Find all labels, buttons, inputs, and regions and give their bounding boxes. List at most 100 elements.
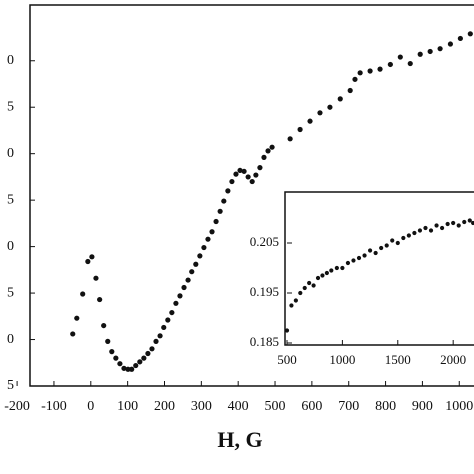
data-point [185, 277, 191, 283]
y-tick-label: 0.205 [250, 234, 279, 249]
data-point [297, 126, 303, 133]
data-point [467, 31, 473, 37]
data-point [241, 168, 247, 174]
data-point [387, 61, 393, 68]
data-point [117, 361, 123, 367]
data-point [153, 338, 159, 344]
x-tick-label: 300 [191, 399, 212, 414]
data-point [209, 229, 215, 235]
data-point [93, 275, 99, 281]
y-tick-label: 0 [7, 53, 14, 68]
data-point [351, 258, 356, 263]
y-tick-label: 5 [7, 285, 14, 300]
data-point [80, 291, 86, 297]
data-point [113, 355, 119, 361]
data-point [302, 285, 307, 291]
x-tick-label: 1500 [385, 352, 411, 367]
data-point [451, 220, 456, 226]
data-point [324, 270, 329, 276]
data-point [245, 174, 251, 180]
data-point [205, 236, 211, 242]
data-point [327, 104, 333, 110]
data-point [298, 290, 303, 296]
data-point [329, 268, 334, 273]
data-point [237, 167, 243, 174]
data-point [317, 110, 323, 116]
data-point [367, 248, 373, 253]
data-point [407, 60, 413, 67]
x-tick-label: 1000 [445, 399, 473, 414]
data-point [417, 51, 423, 57]
x-tick-label: 0 [87, 399, 94, 414]
data-point [217, 208, 223, 214]
data-point [337, 96, 343, 102]
data-point [97, 296, 103, 303]
data-point [462, 219, 467, 225]
inset-frame [284, 191, 474, 346]
data-point [390, 238, 395, 243]
y-tick-label: 5 [7, 192, 14, 207]
data-point [201, 244, 207, 251]
data-point [145, 350, 151, 357]
data-point [125, 366, 131, 372]
data-point [221, 198, 227, 204]
data-point [434, 223, 439, 228]
data-point [253, 172, 259, 178]
data-point [334, 265, 339, 271]
data-point [467, 218, 472, 223]
x-tick-label: 100 [117, 399, 138, 414]
data-point [177, 293, 183, 299]
data-point [307, 280, 312, 286]
data-point [89, 254, 95, 260]
x-tick-label: 200 [154, 399, 175, 414]
data-point [287, 136, 293, 142]
y-tick-label: 0.185 [250, 334, 279, 349]
data-point [315, 275, 321, 281]
data-point [417, 228, 423, 233]
data-point [105, 338, 111, 344]
data-point [384, 243, 389, 248]
y-tick-label: 0 [7, 239, 14, 254]
data-point [265, 148, 271, 154]
data-point [373, 250, 378, 256]
data-point [261, 154, 267, 160]
data-point [379, 245, 384, 251]
data-point [345, 260, 351, 266]
data-point [447, 41, 454, 47]
data-point [340, 265, 345, 271]
data-point [173, 300, 179, 306]
data-point [197, 253, 203, 259]
data-point [137, 359, 143, 365]
data-point [289, 303, 294, 308]
data-point [439, 225, 445, 231]
data-point [141, 355, 147, 361]
x-tick-label: -200 [4, 399, 30, 414]
x-tick-label: 2000 [440, 352, 466, 367]
x-tick-label: 500 [277, 352, 297, 367]
data-point [169, 309, 175, 316]
data-point [457, 35, 463, 42]
data-point [157, 333, 163, 339]
data-point [129, 366, 135, 372]
data-point [320, 273, 325, 278]
x-tick-label: 1000 [329, 352, 355, 367]
data-point [437, 46, 443, 52]
y-tick-label: 0.195 [250, 284, 279, 299]
y-tick-label: 0 [7, 146, 14, 161]
data-point [109, 349, 115, 355]
y-tick-label: 5 [7, 378, 14, 393]
data-point [284, 328, 290, 333]
data-point [181, 284, 187, 291]
data-point [213, 218, 219, 225]
data-point [471, 220, 474, 226]
data-point [367, 68, 373, 74]
data-point [189, 269, 195, 275]
data-point [406, 233, 411, 238]
x-tick-label: -100 [41, 399, 67, 414]
data-point [397, 54, 403, 60]
data-point [165, 317, 171, 323]
data-point [249, 178, 255, 185]
data-point [70, 331, 76, 337]
data-point [395, 240, 400, 246]
